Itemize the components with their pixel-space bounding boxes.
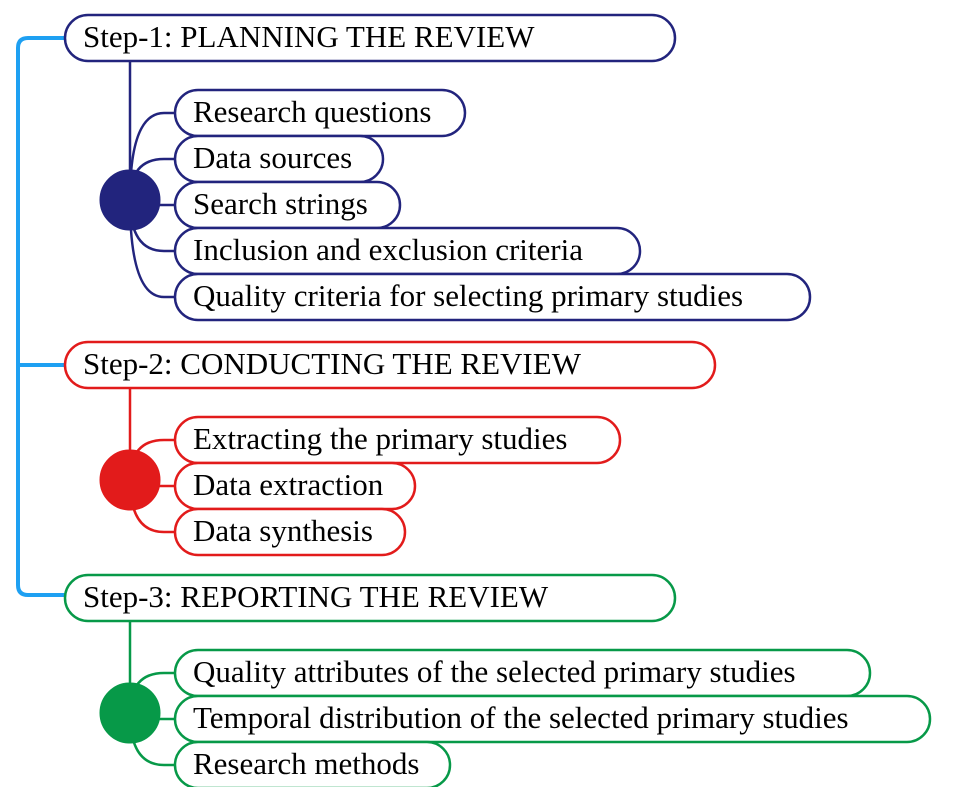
step2-item-1-text: Data extraction	[193, 467, 384, 502]
step1-item-4-text: Quality criteria for selecting primary s…	[193, 278, 743, 313]
step1-node	[100, 170, 160, 230]
step3-item-0-text: Quality attributes of the selected prima…	[193, 654, 796, 689]
step2-group	[100, 388, 198, 532]
step2-item-2-text: Data synthesis	[193, 513, 373, 548]
step3-group	[100, 621, 198, 765]
step3-header-text: Step-3: REPORTING THE REVIEW	[83, 579, 549, 614]
step1-header-text: Step-1: PLANNING THE REVIEW	[83, 19, 535, 54]
step1-item-3-text: Inclusion and exclusion criteria	[193, 232, 583, 267]
step1-item-0-text: Research questions	[193, 94, 431, 129]
connector-bracket	[18, 38, 65, 595]
step3-item-2-text: Research methods	[193, 746, 419, 781]
flowchart-canvas: Step-1: PLANNING THE REVIEW Research ques…	[0, 0, 975, 787]
step2-item-0-text: Extracting the primary studies	[193, 421, 567, 456]
step1-item-2-text: Search strings	[193, 186, 368, 221]
step3-item-1-text: Temporal distribution of the selected pr…	[193, 700, 849, 735]
step1-item-1-text: Data sources	[193, 140, 352, 175]
step3-node	[100, 683, 160, 743]
step2-header-text: Step-2: CONDUCTING THE REVIEW	[83, 346, 582, 381]
step2-node	[100, 450, 160, 510]
